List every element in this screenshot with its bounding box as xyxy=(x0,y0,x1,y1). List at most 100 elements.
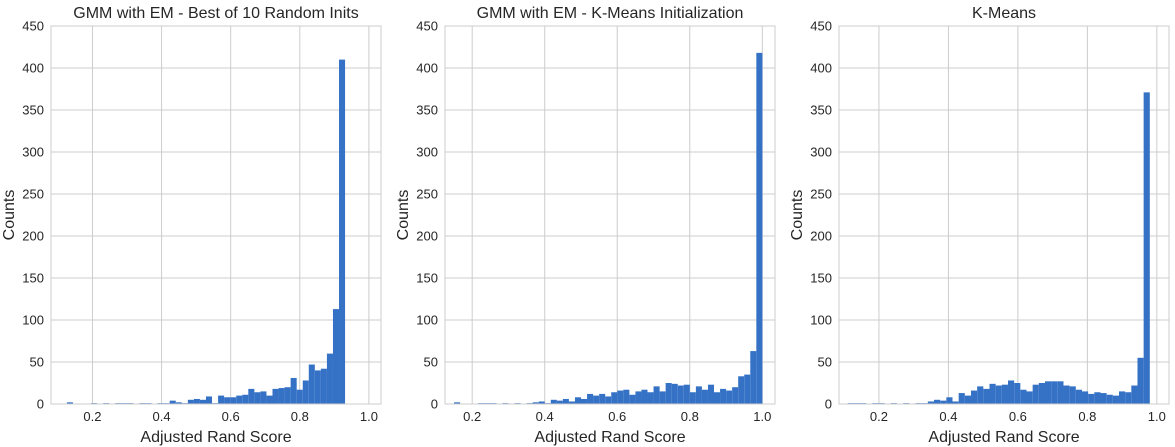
grid xyxy=(51,26,381,404)
histogram-bar xyxy=(671,383,678,404)
y-tick-label: 50 xyxy=(818,355,832,370)
histogram-bar xyxy=(1038,383,1045,404)
histogram-bars xyxy=(66,59,346,404)
y-tick-label: 150 xyxy=(416,271,438,286)
histogram-bar xyxy=(1032,384,1039,404)
histogram-bar xyxy=(1007,380,1015,404)
y-tick-label: 450 xyxy=(22,19,44,34)
histogram-bar xyxy=(1057,381,1064,404)
y-tick-label: 200 xyxy=(416,229,438,244)
histogram-bar xyxy=(1075,389,1082,404)
y-tick-label: 350 xyxy=(810,103,832,118)
x-tick-label: 0.8 xyxy=(291,409,309,424)
histogram-bar xyxy=(199,399,206,404)
histogram-bar xyxy=(1088,393,1095,404)
histogram-bar xyxy=(562,398,569,404)
histogram-bar xyxy=(629,394,636,404)
histogram-bars xyxy=(847,92,1150,405)
histogram-bar xyxy=(952,401,959,404)
y-tick-label: 50 xyxy=(30,355,44,370)
histogram-bar xyxy=(532,402,539,404)
histogram-bar xyxy=(1026,391,1033,404)
histogram-bar xyxy=(689,392,696,404)
chart-title: GMM with EM - Best of 10 Random Inits xyxy=(73,5,358,22)
y-tick-label: 200 xyxy=(22,229,44,244)
y-tick-label: 200 xyxy=(810,229,832,244)
histogram-bar xyxy=(750,351,757,404)
histogram-bar xyxy=(1020,389,1027,404)
x-tick-label: 1.0 xyxy=(1148,409,1166,424)
histogram-bar xyxy=(218,395,225,404)
histogram-panel-gmm-kmeans-init: GMM with EM - K-Means Initialization Adj… xyxy=(395,5,776,446)
histogram-bar xyxy=(1051,381,1058,404)
x-tick-label: 1.0 xyxy=(360,409,378,424)
y-tick-label: 0 xyxy=(825,397,832,412)
histogram-bar xyxy=(66,402,73,404)
histogram-bar xyxy=(296,389,303,404)
histogram-bar xyxy=(187,399,194,404)
histogram-bar xyxy=(236,395,243,404)
histogram-bar xyxy=(665,383,672,404)
histogram-bar xyxy=(611,392,618,404)
histogram-bar xyxy=(556,400,563,404)
histogram-bar xyxy=(732,387,739,404)
histogram-bar xyxy=(332,309,340,404)
y-tick-label: 300 xyxy=(810,145,832,160)
y-tick-label: 100 xyxy=(22,313,44,328)
histogram-bar xyxy=(971,390,978,404)
y-tick-label: 150 xyxy=(22,271,44,286)
histogram-bar xyxy=(623,389,630,404)
y-tick-label: 450 xyxy=(810,19,832,34)
histogram-bar xyxy=(272,388,279,404)
grid xyxy=(445,26,775,404)
y-tick-label: 400 xyxy=(810,61,832,76)
y-tick-label: 450 xyxy=(416,19,438,34)
histogram-bar xyxy=(254,392,261,404)
y-tick-label: 350 xyxy=(22,103,44,118)
histogram-bar xyxy=(934,399,941,404)
x-tick-label: 0.2 xyxy=(83,409,101,424)
histogram-bar xyxy=(738,376,745,404)
x-axis-label: Adjusted Rand Score xyxy=(534,429,685,446)
histogram-bar xyxy=(641,389,648,404)
histogram-bar xyxy=(339,59,346,404)
histogram-bar xyxy=(302,380,309,404)
histogram-bar xyxy=(242,394,249,404)
histogram-bar xyxy=(714,392,721,404)
histogram-bar xyxy=(320,368,327,404)
histogram-bar xyxy=(635,391,642,404)
histogram-bar xyxy=(989,383,996,404)
histogram-bar xyxy=(964,395,971,404)
histogram-panel-kmeans: K-Means Adjusted Rand Score Counts 0 50 10… xyxy=(789,5,1170,446)
histogram-bar xyxy=(683,384,690,404)
plot-frame xyxy=(444,25,776,405)
histogram-bar xyxy=(1143,92,1150,405)
y-tick-label: 150 xyxy=(810,271,832,286)
histogram-bar xyxy=(1112,395,1119,404)
x-tick-label: 0.4 xyxy=(536,409,554,424)
histogram-bar xyxy=(169,400,176,404)
histogram-bar xyxy=(326,353,333,404)
y-tick-label: 50 xyxy=(424,355,438,370)
y-axis-label: Counts xyxy=(395,190,412,241)
histogram-bar xyxy=(995,385,1002,404)
histogram-bar xyxy=(744,374,751,404)
x-tick-label: 0.2 xyxy=(870,409,888,424)
histogram-bar xyxy=(1131,385,1138,404)
histogram-bar xyxy=(314,370,321,404)
histogram-bar xyxy=(983,388,990,404)
histogram-bar xyxy=(230,397,237,404)
y-tick-label: 100 xyxy=(810,313,832,328)
histogram-bar xyxy=(454,402,461,404)
histogram-bar xyxy=(1137,357,1144,404)
histogram-bar xyxy=(1094,392,1101,404)
histogram-bar xyxy=(927,401,935,404)
histogram-bar xyxy=(550,399,557,404)
histogram-bar xyxy=(266,395,273,404)
plot-frame xyxy=(50,25,382,405)
histogram-bar xyxy=(1106,394,1113,404)
histogram-bar xyxy=(756,52,763,404)
x-tick-label: 0.4 xyxy=(939,409,957,424)
x-tick-label: 0.8 xyxy=(681,409,699,424)
